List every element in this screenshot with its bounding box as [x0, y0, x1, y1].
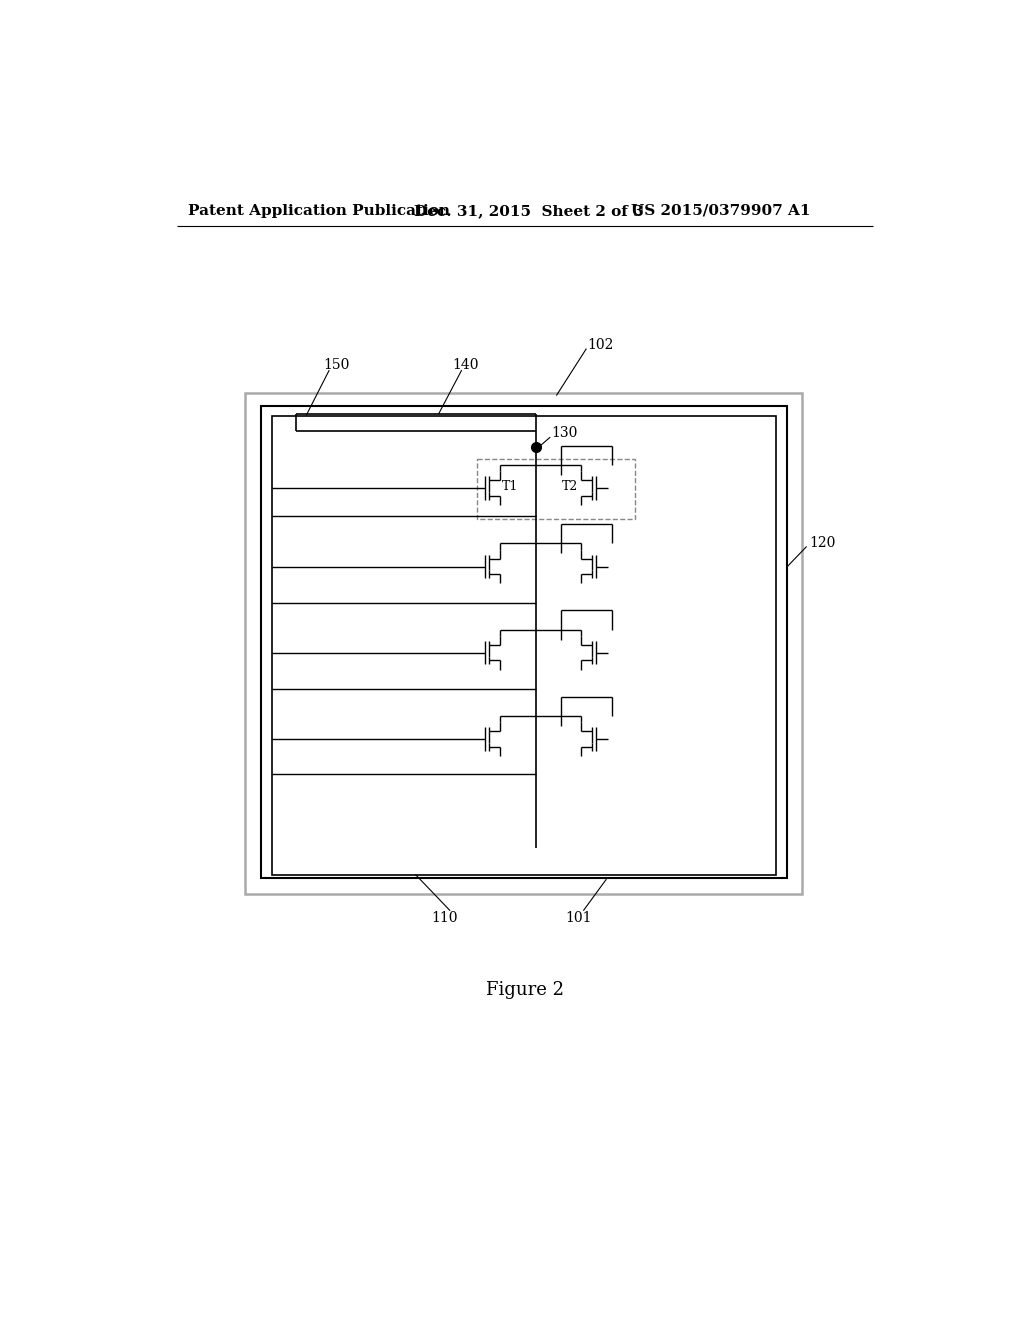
Text: 102: 102: [587, 338, 613, 351]
Bar: [477, 459, 635, 519]
Text: Figure 2: Figure 2: [485, 981, 564, 999]
Text: T1: T1: [502, 480, 518, 492]
Text: US 2015/0379907 A1: US 2015/0379907 A1: [631, 203, 811, 218]
Text: T2: T2: [562, 480, 578, 492]
Bar: [261, 407, 786, 878]
Text: 130: 130: [552, 426, 579, 441]
Text: 101: 101: [565, 911, 592, 925]
Text: 150: 150: [323, 358, 349, 372]
Bar: [245, 393, 802, 894]
Text: 110: 110: [431, 911, 458, 925]
Bar: [272, 416, 776, 875]
Text: 140: 140: [453, 358, 479, 372]
Text: Dec. 31, 2015  Sheet 2 of 3: Dec. 31, 2015 Sheet 2 of 3: [414, 203, 644, 218]
Text: Patent Application Publication: Patent Application Publication: [188, 203, 451, 218]
Text: 120: 120: [810, 536, 836, 550]
